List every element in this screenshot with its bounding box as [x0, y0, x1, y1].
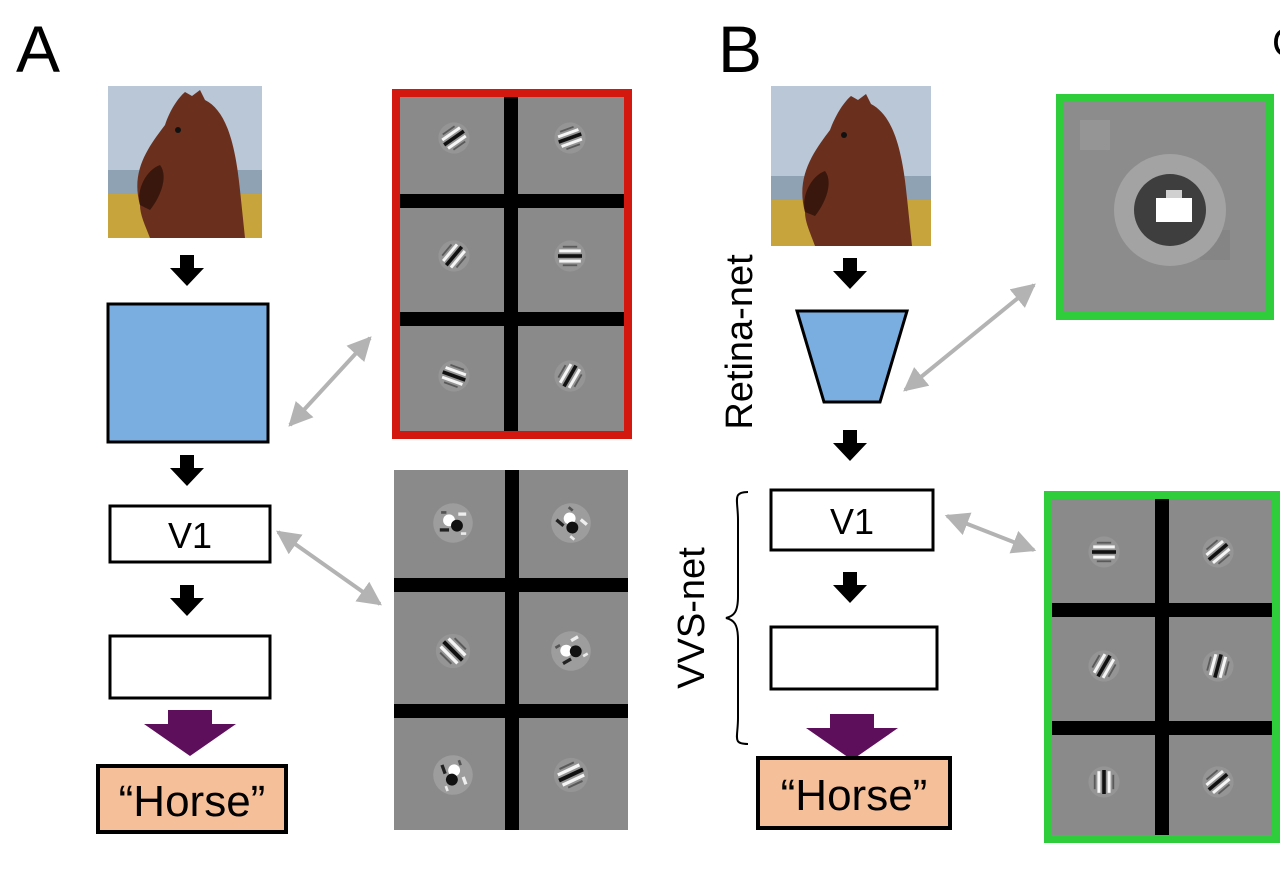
- output-label-box: [96, 764, 288, 834]
- higher-layer-box: [769, 625, 939, 691]
- horse-photo-icon: [771, 86, 931, 246]
- stage-1-box: [106, 302, 270, 444]
- panel-a: A V1 “Horse”: [16, 12, 632, 834]
- panel-b-letter: B: [718, 12, 762, 86]
- panel-b: B Retina-net VVS-net V1 “Horse”: [671, 12, 1280, 843]
- arrow-down-icon: [833, 258, 867, 289]
- horse-photo-icon: [108, 86, 262, 238]
- v1-box: [769, 488, 935, 552]
- retina-net-label: Retina-net: [719, 254, 761, 430]
- center-surround-filter: [1056, 94, 1274, 320]
- vvs-brace: [725, 491, 749, 745]
- gabor-filter-icon: [1088, 536, 1120, 568]
- output-label: “Horse”: [119, 777, 266, 826]
- arrow-down-icon: [170, 455, 204, 486]
- filter-grid-red: [392, 89, 632, 439]
- output-arrow-icon: [144, 710, 236, 756]
- link-arrow: [944, 512, 1037, 554]
- arrow-down-icon: [170, 585, 204, 616]
- filter-grid-green: [1044, 491, 1280, 843]
- panel-c-letter-cropped: C: [1272, 21, 1280, 65]
- v1-box: [108, 504, 272, 564]
- arrow-down-icon: [833, 572, 867, 603]
- v1-label: V1: [830, 501, 874, 542]
- output-label-box: [756, 756, 952, 830]
- panel-a-letter: A: [16, 12, 60, 86]
- gabor-filter-icon: [554, 240, 586, 272]
- retina-net-bottleneck: [794, 309, 910, 404]
- gabor-filter-icon: [433, 503, 473, 543]
- arrow-down-icon: [170, 255, 204, 286]
- higher-layer-box: [108, 634, 272, 700]
- link-arrow: [276, 530, 382, 606]
- vvs-net-label: VVS-net: [671, 547, 713, 689]
- v1-label: V1: [168, 515, 212, 556]
- link-arrow: [288, 336, 372, 427]
- output-arrow-icon: [806, 714, 898, 760]
- arrow-down-icon: [833, 430, 867, 461]
- output-label: “Horse”: [781, 771, 928, 820]
- link-arrow: [903, 283, 1036, 392]
- gabor-filter-icon: [1088, 766, 1120, 798]
- filter-grid-v1-a: [394, 470, 628, 830]
